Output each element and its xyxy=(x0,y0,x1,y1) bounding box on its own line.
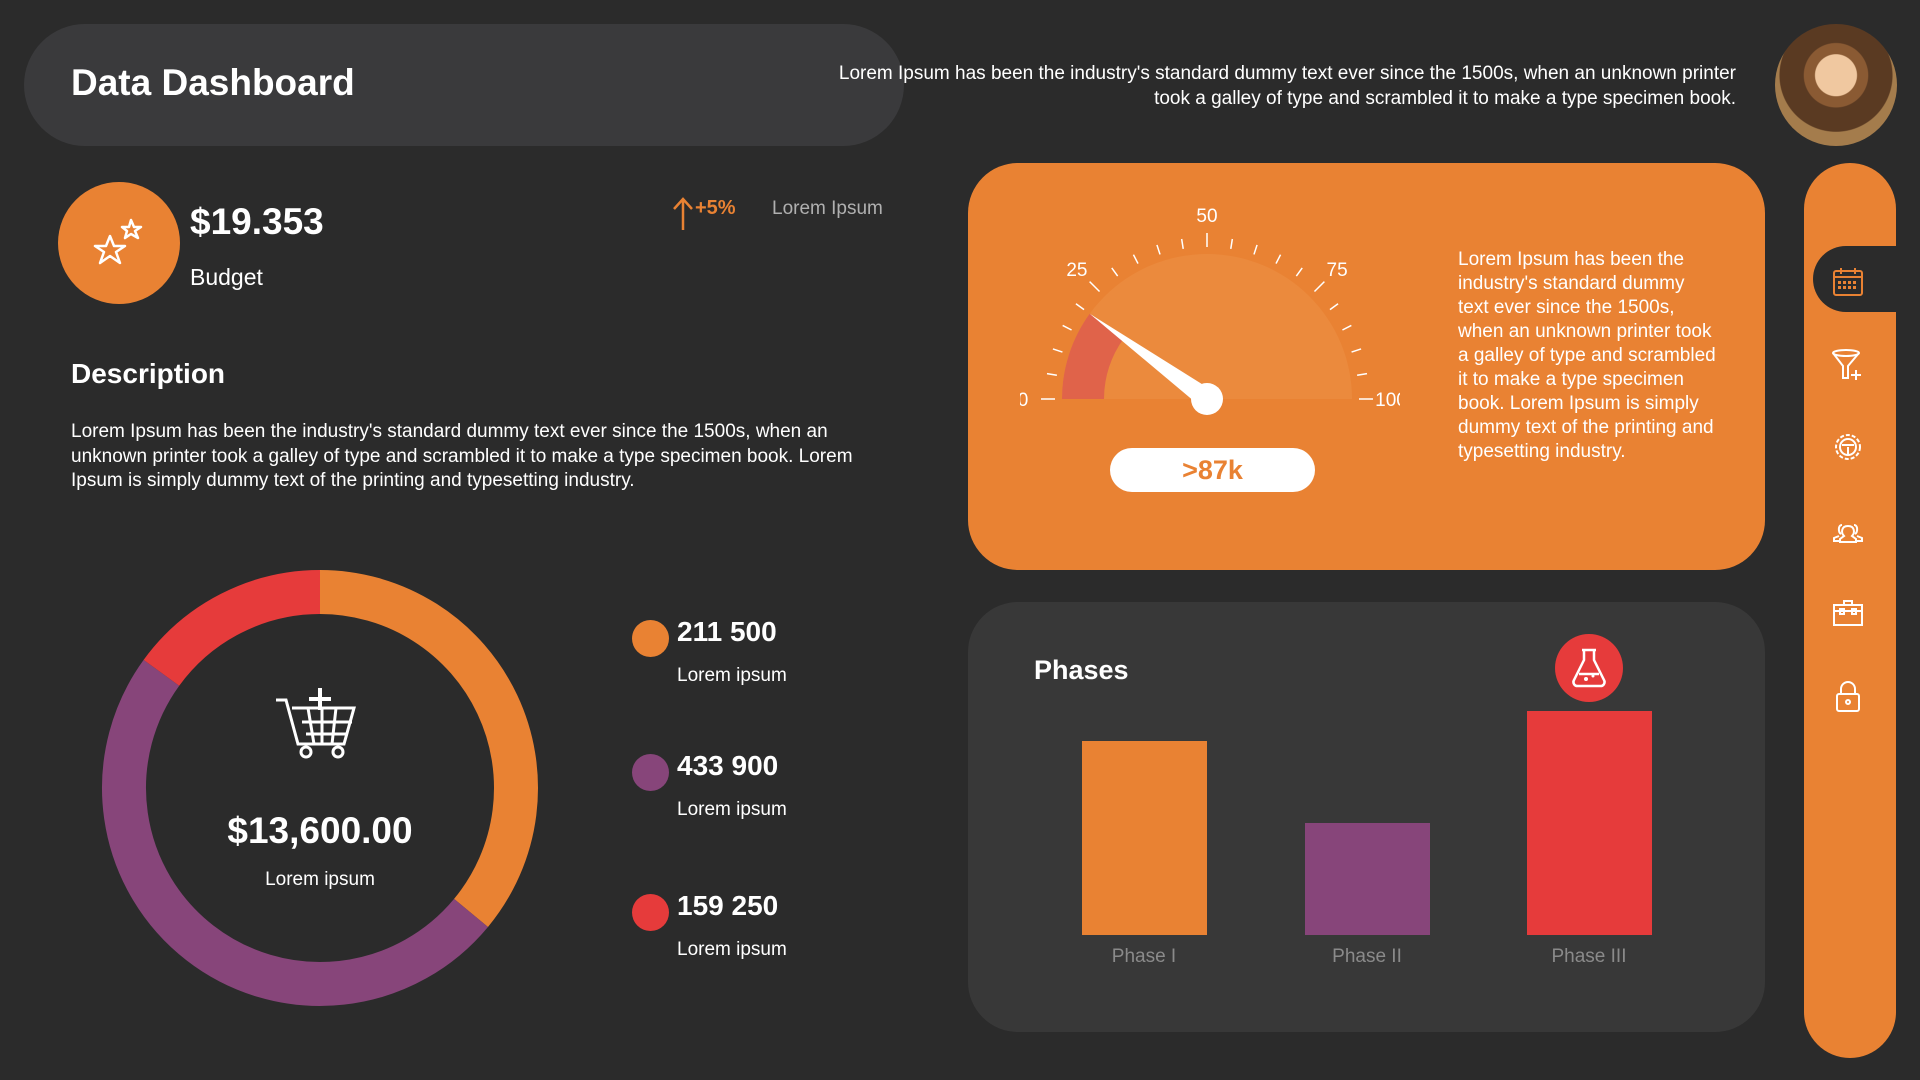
phases-bar-chart: Phase I Phase II Phase III xyxy=(1040,690,1720,967)
gauge-value-band xyxy=(1062,313,1124,399)
gauge-chart: 0 25 50 75 100 xyxy=(1020,206,1400,415)
funnel-plus-icon[interactable] xyxy=(1830,346,1866,382)
donut-segment xyxy=(319,570,538,927)
arrow-up-icon xyxy=(673,197,693,230)
description-title: Description xyxy=(71,358,226,389)
donut-total: $13,600.00 xyxy=(227,810,413,851)
gauge-tick xyxy=(1329,303,1339,311)
calendar-icon[interactable] xyxy=(1830,264,1866,300)
budget-change: +5% xyxy=(695,197,736,219)
gauge-tick xyxy=(1075,303,1085,311)
gauge-tick xyxy=(1132,254,1139,264)
donut-label: Lorem ipsum xyxy=(265,869,375,890)
gauge-tick xyxy=(1046,372,1057,376)
budget-label: Budget xyxy=(190,264,263,290)
gauge-text: Lorem Ipsum has been the industry's stan… xyxy=(1458,249,1716,462)
description-text: Lorem Ipsum has been the industry's stan… xyxy=(71,421,853,491)
gauge-readout: >87k xyxy=(1110,448,1315,492)
gauge-tick-label: 0 xyxy=(1020,390,1028,411)
gauge-tick xyxy=(1295,267,1303,277)
flask-icon xyxy=(1572,648,1606,688)
page-title: Data Dashboard xyxy=(71,62,355,103)
gauge-tick xyxy=(1062,324,1072,331)
phase-highlight-badge xyxy=(1555,634,1623,702)
bar-label: Phase II xyxy=(1332,946,1402,967)
legend-label: Lorem ipsum xyxy=(677,939,787,960)
budget-badge xyxy=(58,182,180,304)
sidebar-active-tab[interactable] xyxy=(1813,246,1903,312)
bar-phase-1 xyxy=(1082,740,1207,935)
users-icon[interactable] xyxy=(1830,512,1866,548)
legend-label: Lorem ipsum xyxy=(677,665,787,686)
gauge-tick xyxy=(1357,372,1368,376)
legend-value: 159 250 xyxy=(677,890,779,921)
gauge-tick xyxy=(1351,348,1362,353)
donut-segment xyxy=(143,570,321,687)
gauge-tick xyxy=(1180,238,1184,249)
legend-value: 211 500 xyxy=(677,616,777,647)
bar-label: Phase I xyxy=(1111,946,1177,967)
gauge-tick-label: 25 xyxy=(1066,260,1087,281)
bar-phase-2 xyxy=(1305,822,1430,935)
donut-chart xyxy=(102,570,538,1006)
donut-segment xyxy=(102,659,488,1006)
legend-dot xyxy=(632,620,669,657)
budget-value: $19.353 xyxy=(190,201,324,242)
legend-label: Lorem ipsum xyxy=(677,799,787,820)
gauge-tick-label: 75 xyxy=(1327,260,1348,281)
budget-change-label: Lorem Ipsum xyxy=(772,198,883,219)
gauge-dial xyxy=(1062,254,1352,399)
gauge-tick xyxy=(1052,348,1063,353)
header-bar xyxy=(24,24,904,146)
gauge-tick xyxy=(1156,244,1161,255)
lock-icon[interactable] xyxy=(1830,678,1866,714)
cart-plus-icon xyxy=(276,688,356,759)
gauge-needle-hub xyxy=(1191,383,1223,415)
gauge-tick xyxy=(1313,281,1325,293)
bar-label: Phase III xyxy=(1551,946,1627,967)
legend-dot xyxy=(632,754,669,791)
gauge-tick-label: 100 xyxy=(1375,390,1400,411)
gauge-tick xyxy=(1089,281,1101,293)
legend-value: 433 900 xyxy=(677,750,779,781)
gauge-tick xyxy=(1342,324,1352,331)
legend-dot xyxy=(632,894,669,931)
gear-steering-icon[interactable] xyxy=(1830,429,1866,465)
gauge-tick-label: 50 xyxy=(1196,206,1217,227)
briefcase-icon[interactable] xyxy=(1830,595,1866,631)
avatar[interactable] xyxy=(1775,24,1897,146)
bar-phase-3 xyxy=(1527,710,1652,935)
gauge-needle xyxy=(1089,313,1213,408)
gauge-tick xyxy=(1230,238,1234,249)
phases-title: Phases xyxy=(1034,655,1129,685)
stars-icon xyxy=(93,218,143,265)
gauge-tick xyxy=(1253,244,1258,255)
intro-text: Lorem Ipsum has been the industry's stan… xyxy=(838,63,1736,109)
gauge-tick xyxy=(1111,267,1119,277)
gauge-tick xyxy=(1275,254,1282,264)
